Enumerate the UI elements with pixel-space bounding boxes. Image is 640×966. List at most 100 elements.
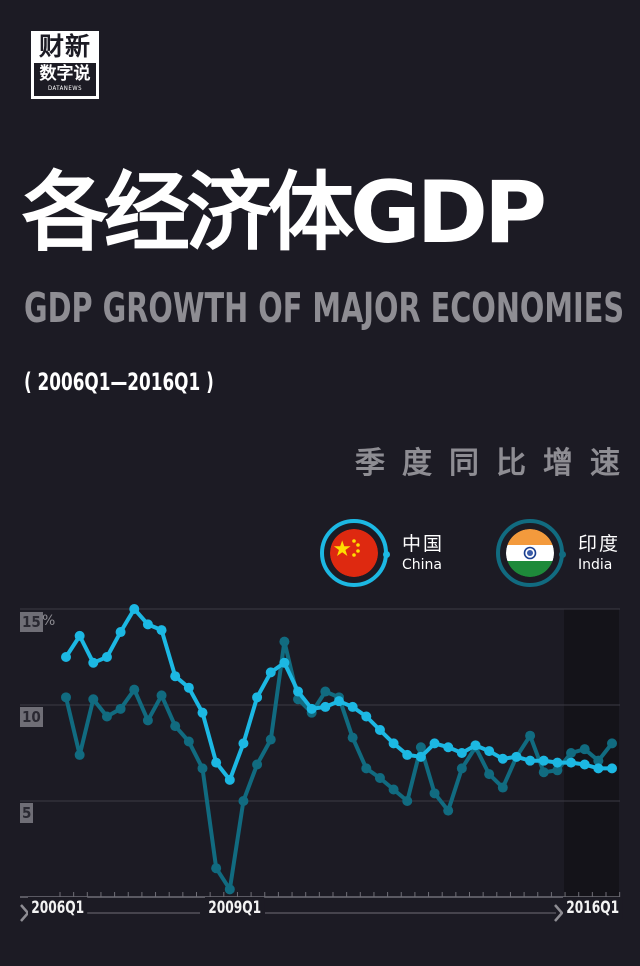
page-subtitle-en: GDP GROWTH OF MAJOR ECONOMIES xyxy=(24,284,625,332)
y-tick-5: 5 xyxy=(20,803,34,823)
china-point xyxy=(156,625,167,636)
china-point xyxy=(224,774,235,785)
china-point xyxy=(197,707,208,718)
india-point xyxy=(347,732,358,743)
china-point xyxy=(579,759,590,770)
logo-sub-text: DATANEWS xyxy=(47,85,82,92)
legend-china-cn: 中国 xyxy=(402,533,445,555)
india-point xyxy=(197,763,208,774)
period-range: ( 2006Q1—2016Q1 ) xyxy=(24,368,214,396)
india-point xyxy=(170,721,181,732)
india-point xyxy=(88,694,99,705)
china-point xyxy=(61,652,71,662)
india-point xyxy=(183,736,194,747)
china-point xyxy=(238,738,249,749)
china-point xyxy=(443,742,454,753)
chevron-right-icon xyxy=(20,904,30,922)
x-label-start: 2006Q1 xyxy=(28,897,88,919)
india-point xyxy=(525,730,536,741)
china-point xyxy=(293,686,304,697)
china-flag-icon xyxy=(330,529,378,577)
india-point xyxy=(456,763,467,774)
china-point xyxy=(429,738,440,749)
china-point xyxy=(252,692,263,703)
india-point xyxy=(374,772,385,783)
india-point xyxy=(238,796,249,806)
y-tick-15: 15 xyxy=(20,612,43,632)
metric-label: 季度同比增速 xyxy=(355,446,637,481)
y-tick-10: 10 xyxy=(20,707,43,727)
china-point xyxy=(402,749,413,760)
india-point xyxy=(497,782,508,793)
legend-china-en: China xyxy=(402,557,442,573)
india-point xyxy=(579,744,590,755)
china-point xyxy=(552,757,563,768)
china-point xyxy=(511,751,522,762)
india-flag-icon xyxy=(506,529,554,577)
logo-bottom-text: 数字说 xyxy=(39,64,91,84)
china-point xyxy=(361,711,372,722)
china-point xyxy=(74,630,85,641)
china-point xyxy=(607,763,617,774)
india-point xyxy=(429,788,440,799)
india-point xyxy=(115,703,126,714)
caixin-logo: 财新 数字说 DATANEWS xyxy=(31,31,99,99)
logo-top-text: 财新 xyxy=(38,32,91,61)
china-ring xyxy=(320,519,390,587)
chevron-right-icon xyxy=(554,904,564,922)
china-point xyxy=(334,696,344,707)
india-point xyxy=(538,767,549,778)
china-point xyxy=(115,627,126,638)
india-point xyxy=(361,763,372,774)
india-point xyxy=(443,805,454,816)
china-point xyxy=(566,757,577,768)
page-title: 各经济体GDP xyxy=(22,163,547,263)
india-point xyxy=(607,738,617,749)
china-point xyxy=(347,701,358,712)
india-point xyxy=(320,686,331,697)
china-point xyxy=(88,657,99,668)
china-point xyxy=(374,724,385,735)
legend-india-en: India xyxy=(578,557,613,573)
india-point xyxy=(224,884,235,895)
china-point xyxy=(101,652,112,662)
india-point xyxy=(156,690,167,701)
legend-india-cn: 印度 xyxy=(578,533,621,555)
x-label-end: 2016Q1 xyxy=(563,897,623,919)
china-point xyxy=(456,748,467,758)
china-point xyxy=(306,703,317,714)
india-point xyxy=(484,769,495,780)
china-point xyxy=(279,657,290,668)
china-point xyxy=(265,667,276,678)
india-point xyxy=(402,796,413,806)
china-point xyxy=(484,746,495,757)
india-point xyxy=(211,863,222,874)
china-point xyxy=(129,604,140,614)
china-point xyxy=(538,755,549,766)
china-point xyxy=(470,740,481,751)
y-unit: % xyxy=(42,613,56,629)
china-point xyxy=(388,738,399,749)
china-point xyxy=(170,671,181,682)
india-point xyxy=(566,748,577,758)
india-point xyxy=(101,711,112,722)
gdp-line-chart: 15 % 10 5 2006Q1 2009Q1 2016Q1 xyxy=(0,595,640,935)
india-point xyxy=(129,684,140,695)
logo-bottom-block: 数字说 DATANEWS xyxy=(34,63,96,96)
india-point xyxy=(552,765,563,776)
china-point xyxy=(183,682,194,693)
india-point xyxy=(415,742,426,753)
china-point xyxy=(525,755,536,766)
china-point xyxy=(497,753,508,764)
ring-dot xyxy=(559,551,566,558)
india-point xyxy=(142,715,153,726)
india-point xyxy=(388,784,399,795)
india-point xyxy=(252,759,263,770)
india-point xyxy=(265,734,276,745)
china-point xyxy=(320,701,331,712)
china-point xyxy=(415,751,426,762)
india-point xyxy=(74,749,85,760)
x-label-mid: 2009Q1 xyxy=(205,897,265,919)
china-point xyxy=(593,763,604,774)
india-point xyxy=(593,755,604,766)
